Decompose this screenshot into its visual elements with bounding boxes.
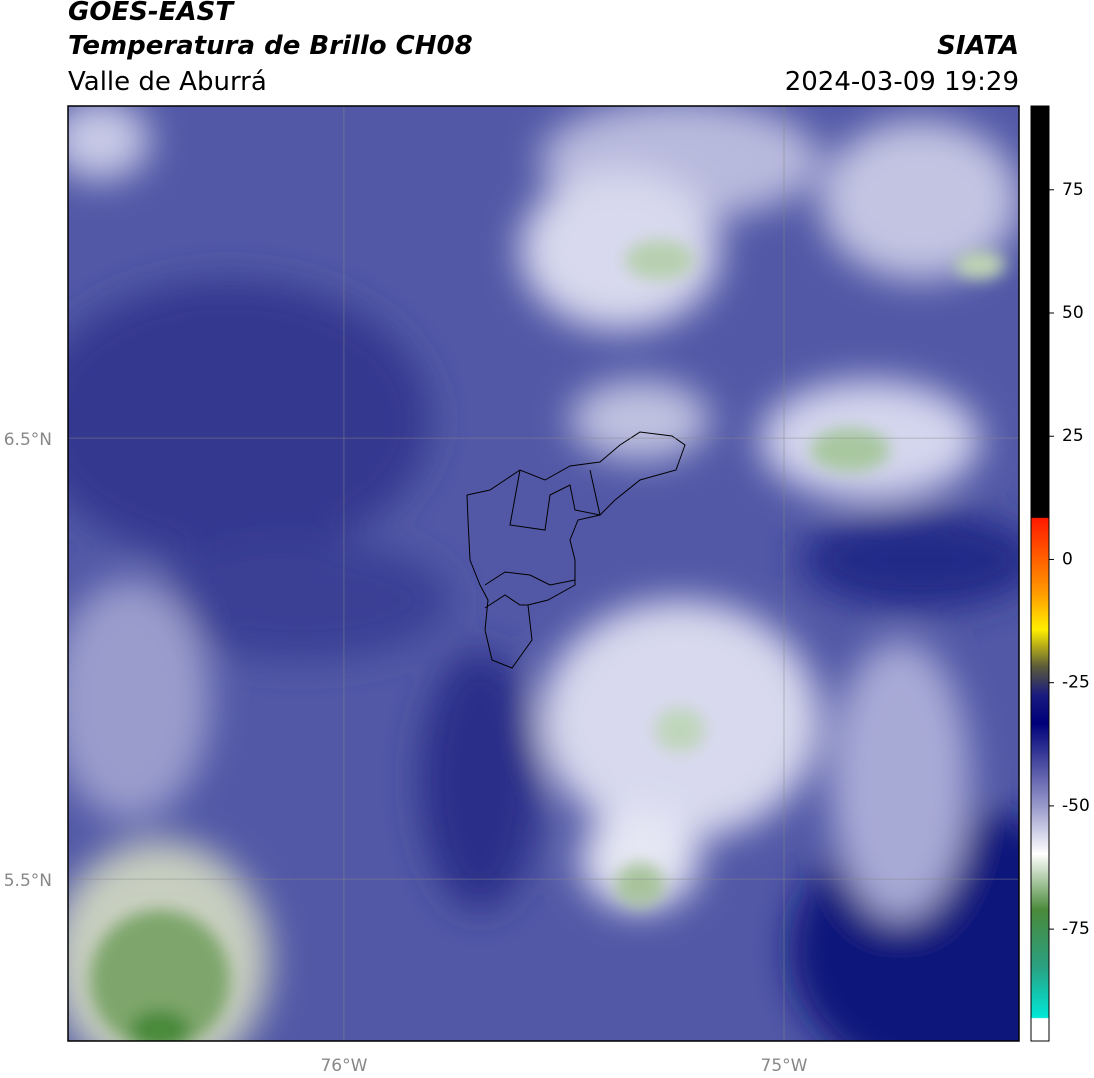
region: Valle de Aburrá [68,67,267,97]
source: SIATA [937,31,1019,61]
basin-division [484,571,576,586]
graticule [68,106,1019,1041]
colorbar-tick-label: 75 [1062,180,1084,200]
colorbar-tick-label: 50 [1062,303,1084,323]
map-frame [67,105,1020,1042]
colorbar [1030,105,1050,1042]
colorbar-tick-label: 25 [1062,426,1084,446]
basin-division [509,469,601,531]
lon-tick-label: 75°W [761,1056,808,1076]
colorbar-tick-label: -50 [1062,796,1090,816]
colorbar-tick-label: 0 [1062,549,1073,569]
lat-tick-label: 5.5°N [4,871,52,891]
basin-outline [466,431,686,669]
colorbar-tick-label: -75 [1062,919,1090,939]
basin-division [484,594,528,609]
lon-tick-label: 76°W [320,1056,367,1076]
title: GOES-EAST [68,0,235,27]
datetime: 2024-03-09 19:29 [785,67,1019,97]
colorbar-tick-label: -25 [1062,673,1090,693]
subtitle: Temperatura de Brillo CH08 [68,31,473,61]
satellite-image [68,106,1019,1041]
lat-tick-label: 6.5°N [4,430,52,450]
